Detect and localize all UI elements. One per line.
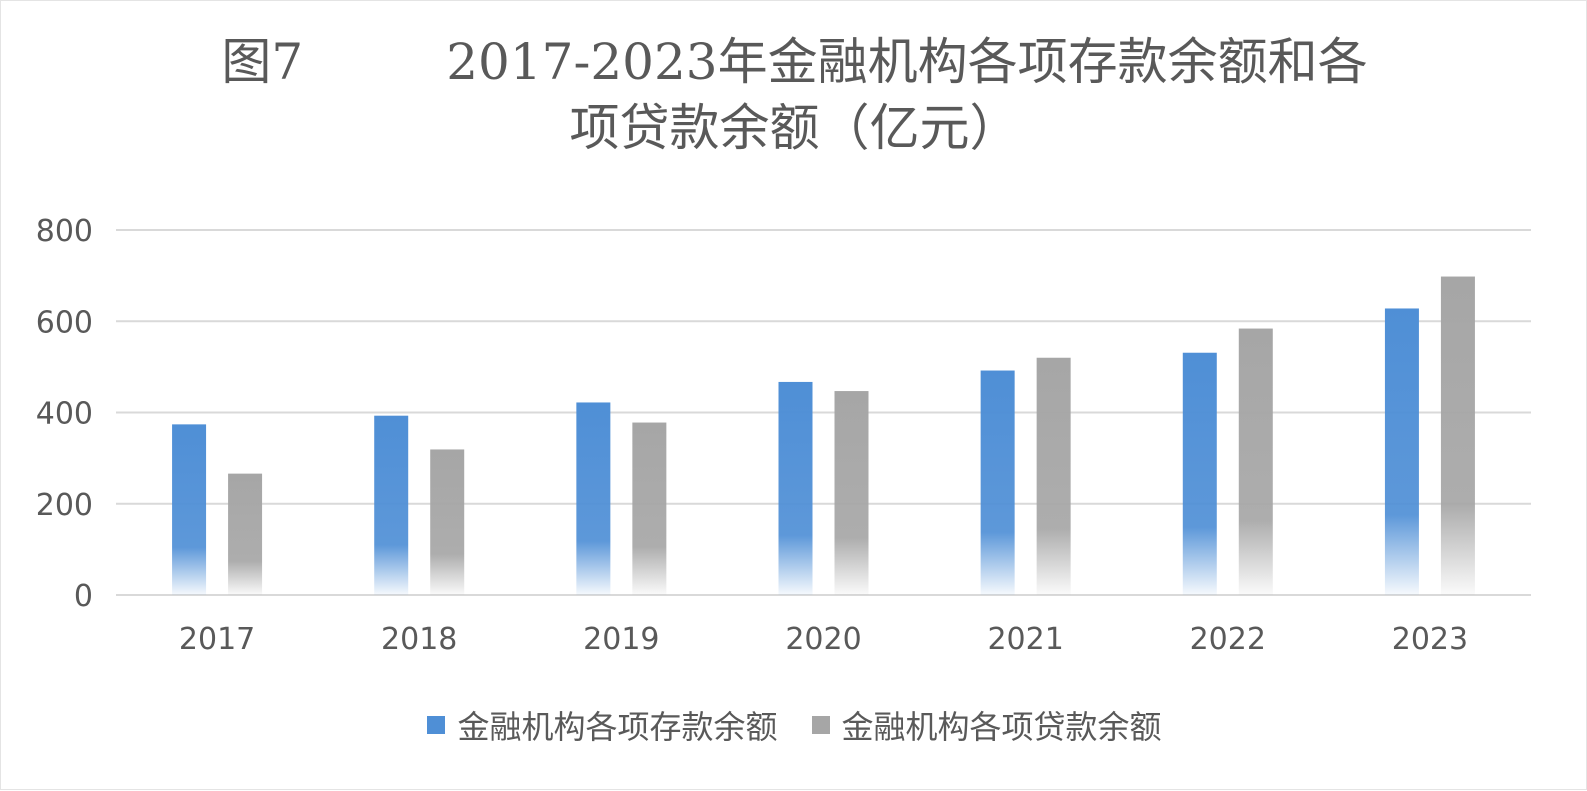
bar-deposits-2020 bbox=[778, 381, 813, 595]
bar-loans-2022 bbox=[1238, 328, 1273, 595]
chart-title-line-1: 图7 2017-2023年金融机构各项存款余额和各 bbox=[221, 33, 1368, 91]
x-tick-label-2018: 2018 bbox=[381, 622, 457, 657]
chart-title-line-2: 项贷款余额（亿元） bbox=[569, 99, 1020, 157]
x-tick-label-2022: 2022 bbox=[1190, 622, 1266, 657]
bar-loans-2021 bbox=[1036, 357, 1071, 595]
legend-swatch-loans bbox=[811, 716, 830, 734]
bar-deposits-2017 bbox=[172, 424, 207, 595]
y-tick-label-800: 800 bbox=[36, 214, 93, 249]
chart-title: 图7 2017-2023年金融机构各项存款余额和各 项贷款余额（亿元） bbox=[1, 29, 1587, 161]
legend-item-loans: 金融机构各项贷款余额 bbox=[811, 702, 1162, 748]
legend-item-deposits: 金融机构各项存款余额 bbox=[427, 702, 778, 748]
legend-label-loans: 金融机构各项贷款余额 bbox=[841, 708, 1162, 746]
x-tick-label-2019: 2019 bbox=[583, 622, 659, 657]
legend-label-deposits: 金融机构各项存款余额 bbox=[457, 708, 778, 746]
bar-deposits-2018 bbox=[374, 415, 409, 595]
bar-loans-2019 bbox=[632, 422, 667, 595]
bar-loans-2020 bbox=[834, 391, 869, 595]
bar-deposits-2023 bbox=[1384, 308, 1419, 595]
x-tick-label-2017: 2017 bbox=[179, 622, 255, 657]
bar-deposits-2022 bbox=[1182, 352, 1217, 595]
x-tick-label-2020: 2020 bbox=[785, 622, 861, 657]
x-tick-label-2021: 2021 bbox=[987, 622, 1063, 657]
axis-label-layer: 0 200 400 600 800 2017 2018 2019 2020 2021 2022 202… bbox=[36, 214, 1468, 657]
bar-loans-2017 bbox=[228, 473, 263, 595]
y-tick-label-600: 600 bbox=[36, 305, 93, 340]
bar-loans-2023 bbox=[1440, 276, 1475, 595]
bar-layer bbox=[172, 276, 1475, 595]
y-tick-label-200: 200 bbox=[36, 488, 93, 523]
legend: 金融机构各项存款余额 金融机构各项贷款余额 bbox=[1, 699, 1587, 751]
legend-swatch-deposits bbox=[427, 716, 446, 734]
bar-deposits-2019 bbox=[576, 402, 611, 595]
y-tick-label-400: 400 bbox=[36, 397, 93, 432]
grid-layer bbox=[116, 229, 1531, 596]
bar-loans-2018 bbox=[430, 449, 465, 595]
bar-deposits-2021 bbox=[980, 370, 1015, 595]
y-tick-label-0: 0 bbox=[74, 579, 93, 614]
x-tick-label-2023: 2023 bbox=[1392, 622, 1468, 657]
